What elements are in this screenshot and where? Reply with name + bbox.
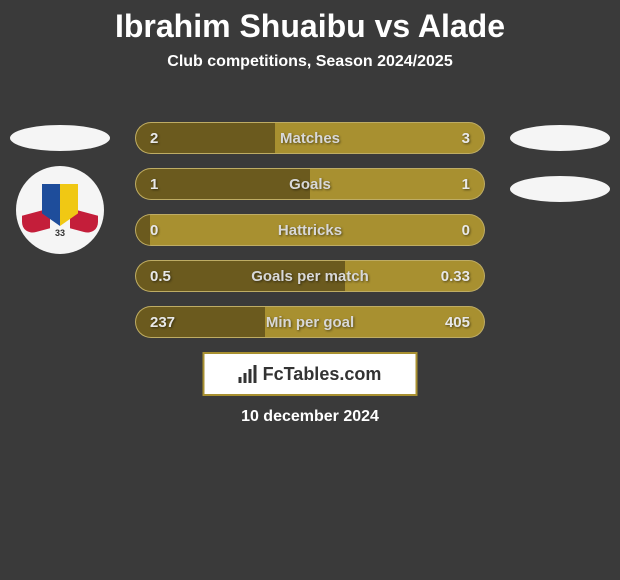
right-player-column (510, 125, 610, 217)
stat-row-matches: 2 Matches 3 (135, 122, 485, 154)
stat-row-min-per-goal: 237 Min per goal 405 (135, 306, 485, 338)
stat-right-value: 1 (462, 176, 470, 193)
stat-label: Goals (136, 176, 484, 193)
page-title: Ibrahim Shuaibu vs Alade (0, 0, 620, 53)
stats-container: 2 Matches 3 1 Goals 1 0 Hattricks 0 0.5 … (135, 122, 485, 352)
bars-chart-icon (239, 365, 257, 383)
player-photo-placeholder (510, 125, 610, 151)
club-badge-placeholder (510, 176, 610, 202)
left-player-column: 33 (10, 125, 110, 254)
player-photo-placeholder (10, 125, 110, 151)
brand-box[interactable]: FcTables.com (203, 352, 418, 396)
club-badge: 33 (16, 166, 104, 254)
stat-row-hattricks: 0 Hattricks 0 (135, 214, 485, 246)
stat-row-goals: 1 Goals 1 (135, 168, 485, 200)
stat-label: Matches (136, 130, 484, 147)
stat-right-value: 0.33 (441, 268, 470, 285)
stat-right-value: 0 (462, 222, 470, 239)
stat-label: Goals per match (136, 268, 484, 285)
stat-label: Hattricks (136, 222, 484, 239)
date-text: 10 december 2024 (0, 408, 620, 426)
stat-label: Min per goal (136, 314, 484, 331)
stat-right-value: 405 (445, 314, 470, 331)
subtitle: Club competitions, Season 2024/2025 (0, 53, 620, 71)
stat-right-value: 3 (462, 130, 470, 147)
badge-number: 33 (55, 228, 65, 238)
brand-text: FcTables.com (263, 364, 382, 385)
stat-row-goals-per-match: 0.5 Goals per match 0.33 (135, 260, 485, 292)
